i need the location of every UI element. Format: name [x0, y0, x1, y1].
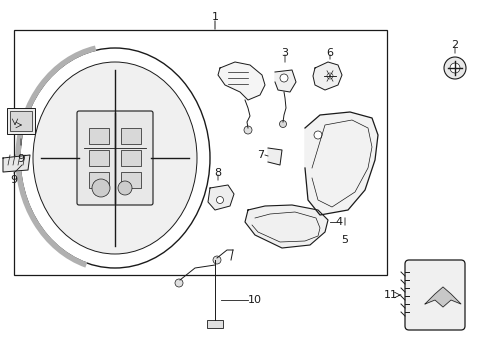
Text: 5: 5 — [341, 235, 348, 245]
Ellipse shape — [33, 62, 197, 254]
Text: 6: 6 — [326, 48, 333, 58]
FancyBboxPatch shape — [404, 260, 464, 330]
Polygon shape — [267, 148, 282, 165]
Bar — [89, 128, 109, 144]
Text: 4: 4 — [334, 217, 342, 227]
Bar — [121, 172, 141, 188]
Bar — [89, 150, 109, 166]
Circle shape — [326, 73, 332, 79]
Circle shape — [443, 57, 465, 79]
Circle shape — [313, 131, 321, 139]
Bar — [121, 128, 141, 144]
Bar — [206, 320, 223, 328]
Text: 9: 9 — [18, 154, 24, 164]
Text: 7: 7 — [256, 150, 264, 160]
Circle shape — [213, 256, 221, 264]
Circle shape — [175, 279, 183, 287]
Circle shape — [244, 126, 251, 134]
Text: 2: 2 — [450, 40, 458, 50]
Polygon shape — [424, 287, 460, 307]
Bar — [121, 150, 141, 166]
Polygon shape — [3, 155, 30, 172]
Text: 9: 9 — [10, 175, 18, 185]
Text: 11: 11 — [383, 290, 397, 300]
Polygon shape — [274, 70, 295, 92]
Circle shape — [92, 179, 110, 197]
Bar — [14, 30, 386, 275]
Bar — [7, 108, 35, 134]
Polygon shape — [305, 112, 377, 215]
Text: 1: 1 — [211, 12, 218, 22]
Circle shape — [216, 197, 223, 203]
Circle shape — [118, 181, 132, 195]
Circle shape — [280, 74, 287, 82]
Bar — [10, 111, 32, 131]
Bar — [89, 172, 109, 188]
Circle shape — [279, 121, 286, 127]
Polygon shape — [312, 62, 341, 90]
Polygon shape — [218, 62, 264, 100]
Text: 10: 10 — [247, 295, 262, 305]
Circle shape — [449, 63, 459, 73]
Polygon shape — [244, 205, 327, 248]
Text: 3: 3 — [281, 48, 288, 58]
Polygon shape — [207, 185, 234, 210]
FancyBboxPatch shape — [77, 111, 153, 205]
Text: 8: 8 — [214, 168, 221, 178]
